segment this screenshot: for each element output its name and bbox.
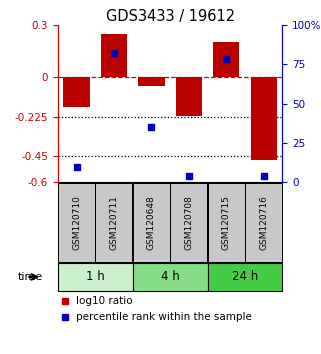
- Text: GSM120711: GSM120711: [109, 195, 118, 250]
- FancyBboxPatch shape: [95, 183, 133, 262]
- Bar: [213, 42, 239, 77]
- Bar: [176, 77, 202, 116]
- Text: GSM120708: GSM120708: [184, 195, 193, 250]
- Text: 4 h: 4 h: [161, 270, 179, 284]
- Text: 1 h: 1 h: [86, 270, 105, 284]
- FancyBboxPatch shape: [245, 183, 282, 262]
- Title: GDS3433 / 19612: GDS3433 / 19612: [106, 8, 235, 24]
- FancyBboxPatch shape: [133, 183, 170, 262]
- FancyBboxPatch shape: [58, 183, 95, 262]
- FancyBboxPatch shape: [133, 263, 208, 291]
- Text: percentile rank within the sample: percentile rank within the sample: [76, 312, 252, 322]
- Text: GSM120716: GSM120716: [259, 195, 268, 250]
- FancyBboxPatch shape: [208, 263, 282, 291]
- FancyBboxPatch shape: [208, 183, 245, 262]
- FancyBboxPatch shape: [170, 183, 207, 262]
- Bar: [138, 77, 164, 86]
- Bar: [64, 77, 90, 107]
- Text: log10 ratio: log10 ratio: [76, 296, 132, 306]
- Text: time: time: [17, 272, 43, 282]
- Text: GSM120648: GSM120648: [147, 195, 156, 250]
- Text: GSM120710: GSM120710: [72, 195, 81, 250]
- Text: 24 h: 24 h: [232, 270, 258, 284]
- Bar: [251, 77, 277, 160]
- Text: GSM120715: GSM120715: [222, 195, 231, 250]
- Bar: [101, 34, 127, 77]
- FancyBboxPatch shape: [58, 263, 133, 291]
